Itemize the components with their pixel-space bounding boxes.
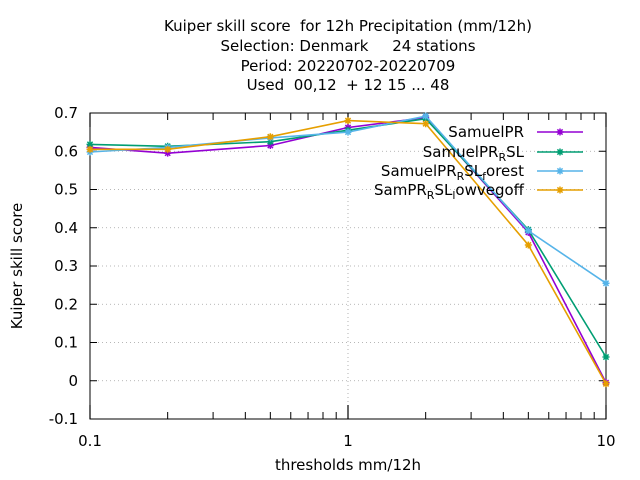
data-point [524,227,532,235]
legend-swatch-marker [556,128,564,136]
y-tick-label: 0.4 [54,219,78,237]
legend-label: SamuelPRRSLforest [381,162,524,183]
data-point [524,241,532,249]
y-tick-label: -0.1 [49,410,78,428]
legend-swatch [537,167,583,175]
y-tick-label: 0.3 [54,257,78,275]
axis-ticks: -0.1 0 0.1 0.2 0.3 0.4 0.5 0.6 0.7 0.1 1 10 [49,104,616,450]
legend-swatch-marker [556,167,564,175]
y-tick-label: 0.6 [54,142,78,160]
y-tick-label: 0.2 [54,295,78,313]
legend-label: SamPRRSLlowvegoff [374,181,525,202]
grid [90,113,606,419]
data-point [86,140,94,148]
data-point [422,112,430,120]
legend-swatch-marker [556,148,564,156]
y-tick-label: 0.1 [54,334,78,352]
y-axis-label: Kuiper skill score [8,202,26,330]
chart-title-line-1: Kuiper skill score for 12h Precipitation… [164,17,532,35]
chart-title-line-2: Selection: Denmark 24 stations [220,37,476,55]
legend-swatch [537,128,583,136]
chart-title-line-3: Period: 20220702-20220709 [240,57,456,75]
series-group [86,112,610,388]
legend-swatch [537,148,583,156]
data-point [602,353,610,361]
data-point [344,117,352,125]
legend-swatch [537,186,583,194]
data-point [86,145,94,153]
legend-label: SamuelPR [448,123,524,141]
x-tick-label: 1 [343,432,353,450]
data-point [266,138,274,146]
data-point [266,142,274,150]
y-tick-label: 0 [68,372,78,390]
data-point [266,133,274,141]
series-3 [86,112,610,287]
data-point [602,380,610,388]
plot-frame [89,112,607,420]
x-tick-label: 0.1 [78,432,102,450]
series-line [90,119,607,385]
data-point [164,145,172,153]
data-point [602,279,610,287]
data-point [164,149,172,157]
legend: SamuelPR SamuelPRRSLSamuelPRRSLforestSamP… [374,123,583,202]
series-4 [86,117,610,388]
y-tick-label: 0.7 [54,104,78,122]
data-point [344,128,352,136]
legend-swatch-marker [556,186,564,194]
x-tick-label: 10 [596,432,615,450]
legend-label: SamuelPRRSL [423,143,525,164]
y-tick-label: 0.5 [54,181,78,199]
x-axis-label: thresholds mm/12h [274,456,422,474]
data-point [422,120,430,128]
chart-title-line-4: Used 00,12 + 12 15 ... 48 [246,76,450,94]
